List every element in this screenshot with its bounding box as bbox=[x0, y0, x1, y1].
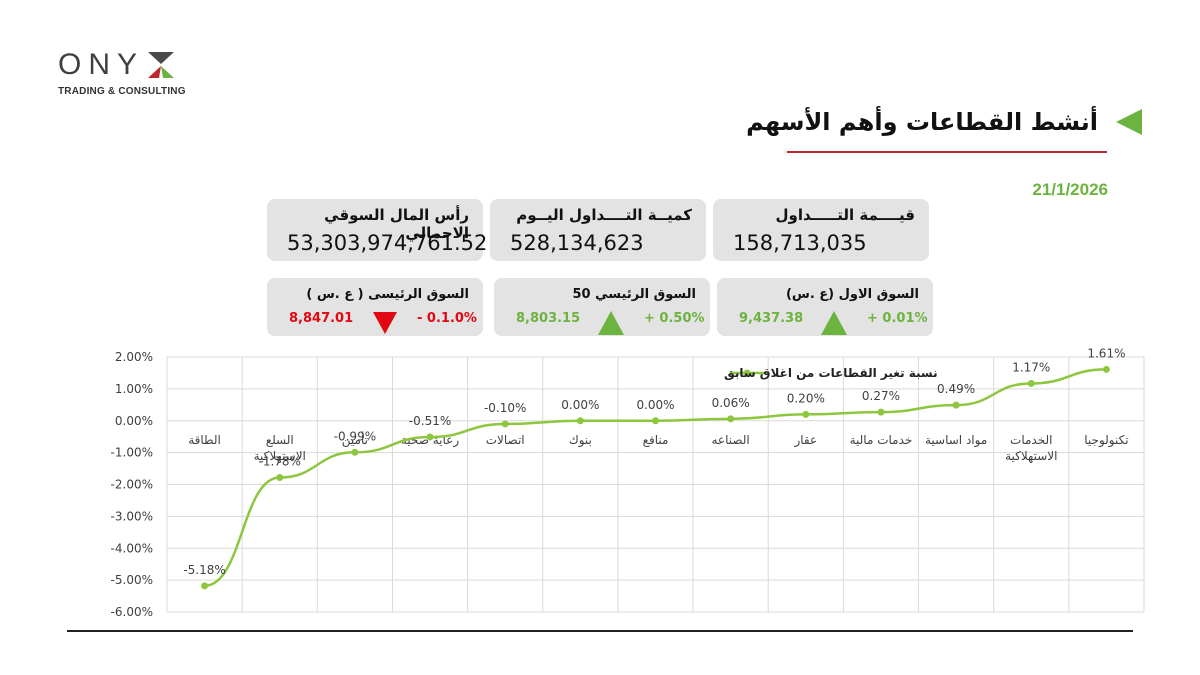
data-point bbox=[351, 448, 359, 456]
data-point bbox=[802, 410, 810, 418]
x-category-label: تأمين bbox=[342, 431, 368, 448]
main-50-value: 8,803.15 bbox=[516, 311, 581, 326]
x-category-label: الاستهلاكية bbox=[1005, 449, 1057, 463]
main-market-value: 8,847.01 bbox=[289, 311, 354, 326]
footer-divider bbox=[67, 630, 1133, 632]
main-50-index-card: السوق الرئيسي 50 + 0.50% 8,803.15 bbox=[494, 278, 710, 336]
main-50-change: + 0.50% bbox=[644, 311, 705, 326]
first-market-label: السوق الاول (ع .س) bbox=[785, 287, 919, 302]
data-label: 0.00% bbox=[561, 398, 599, 412]
main-market-index-card: السوق الرئيسى ( ع .س ) - 0.1.0% 8,847.01 bbox=[267, 278, 483, 336]
data-label: 1.17% bbox=[1012, 360, 1050, 374]
data-label: 0.20% bbox=[787, 391, 825, 405]
legend-label: نسبة تغير القطاعات من اغلاق سابق bbox=[724, 366, 938, 380]
x-category-label: عقار bbox=[793, 433, 817, 448]
data-label: -0.10% bbox=[484, 401, 526, 415]
first-market-up-arrow-icon bbox=[821, 311, 847, 335]
title-arrow-icon bbox=[1116, 109, 1142, 135]
x-category-label: اتصالات bbox=[486, 433, 525, 447]
data-point bbox=[501, 420, 509, 428]
data-label: 1.61% bbox=[1087, 346, 1125, 360]
main-50-label: السوق الرئيسي 50 bbox=[572, 287, 696, 302]
main-50-up-arrow-icon bbox=[598, 311, 624, 335]
data-point bbox=[877, 408, 885, 416]
first-market-index-card: السوق الاول (ع .س) + 0.01% 9,437.38 bbox=[717, 278, 933, 336]
legend-marker bbox=[743, 369, 751, 377]
data-point bbox=[276, 473, 284, 481]
report-date: 21/1/2026 bbox=[1032, 180, 1108, 199]
x-category-label: منافع bbox=[643, 433, 669, 447]
page-title-block: أنشط القطاعات وأهم الأسهم bbox=[746, 108, 1142, 136]
data-label: -0.99% bbox=[334, 429, 376, 443]
data-point bbox=[1102, 365, 1110, 373]
data-point bbox=[727, 415, 735, 423]
y-tick-label: -4.00% bbox=[111, 541, 153, 555]
first-market-change: + 0.01% bbox=[867, 311, 928, 326]
data-point bbox=[201, 582, 209, 590]
x-category-label: بنوك bbox=[569, 433, 592, 448]
data-point bbox=[576, 417, 584, 425]
x-category-label: مواد اساسية bbox=[925, 433, 987, 448]
y-tick-label: -2.00% bbox=[111, 478, 153, 492]
data-point bbox=[426, 433, 434, 441]
data-label: 0.27% bbox=[862, 389, 900, 403]
y-tick-label: -5.00% bbox=[111, 573, 153, 587]
y-tick-label: -6.00% bbox=[111, 605, 153, 619]
main-market-change: - 0.1.0% bbox=[417, 311, 477, 326]
trade-volume-amount: 528,134,623 bbox=[510, 231, 644, 255]
data-label: 0.06% bbox=[712, 396, 750, 410]
x-category-label: تكنولوجيا bbox=[1084, 433, 1128, 448]
title-underline bbox=[787, 151, 1107, 153]
data-label: 0.00% bbox=[636, 398, 674, 412]
y-tick-label: -1.00% bbox=[111, 446, 153, 460]
market-cap-card: رأس المال السوقي الاجمالي 53,303,974,761… bbox=[267, 199, 487, 261]
x-category-label: الصناعه bbox=[712, 433, 750, 447]
x-category-label: الاستهلاكية bbox=[254, 449, 306, 463]
market-cap-label: رأس المال السوقي الاجمالي bbox=[324, 206, 469, 242]
trade-value-card: قيــــمة التـــــداول 158,713,035 bbox=[713, 199, 929, 261]
market-cap-amount: 53,303,974,761.52 bbox=[287, 231, 488, 255]
data-point bbox=[652, 417, 659, 425]
x-category-label: السلع bbox=[266, 433, 294, 447]
y-tick-label: 2.00% bbox=[115, 350, 153, 364]
main-market-down-arrow-icon bbox=[373, 312, 397, 334]
trade-volume-card: كميــة التــــداول اليــوم 528,134,623 bbox=[490, 199, 706, 261]
main-market-label: السوق الرئيسى ( ع .س ) bbox=[306, 287, 469, 302]
y-tick-label: 0.00% bbox=[115, 414, 153, 428]
logo-tagline: TRADING & CONSULTING bbox=[58, 86, 186, 97]
x-category-label: الخدمات bbox=[1010, 433, 1052, 447]
sector-change-chart-svg: 2.00% 1.00% 0.00% -1.00% -2.00% -3.00% -4.00% -… bbox=[111, 346, 1145, 619]
data-label: 0.49% bbox=[937, 382, 975, 396]
sector-change-chart: 2.00% 1.00% 0.00% -1.00% -2.00% -3.00% -4.00% -… bbox=[0, 340, 1200, 640]
logo-wordmark: ONY bbox=[58, 48, 208, 82]
x-category-label: خدمات مالية bbox=[850, 433, 913, 447]
trade-value-label: قيــــمة التـــــداول bbox=[775, 206, 915, 224]
trade-volume-label: كميــة التــــداول اليــوم bbox=[516, 206, 692, 224]
data-label: -5.18% bbox=[183, 563, 225, 577]
logo-x-mark-icon bbox=[146, 50, 176, 80]
page-title: أنشط القطاعات وأهم الأسهم bbox=[746, 108, 1098, 136]
data-label: -1.78% bbox=[259, 454, 301, 468]
first-market-value: 9,437.38 bbox=[739, 311, 804, 326]
y-tick-label: 1.00% bbox=[115, 382, 153, 396]
company-logo: ONY TRADING & CONSULTING bbox=[58, 48, 208, 97]
x-category-label: الطاقة bbox=[188, 433, 221, 447]
data-point bbox=[952, 401, 960, 409]
data-point bbox=[1027, 379, 1035, 387]
logo-word-text: ONY bbox=[58, 48, 145, 81]
trade-value-amount: 158,713,035 bbox=[733, 231, 867, 255]
y-tick-label: -3.00% bbox=[111, 509, 153, 523]
data-label: -0.51% bbox=[409, 414, 451, 428]
